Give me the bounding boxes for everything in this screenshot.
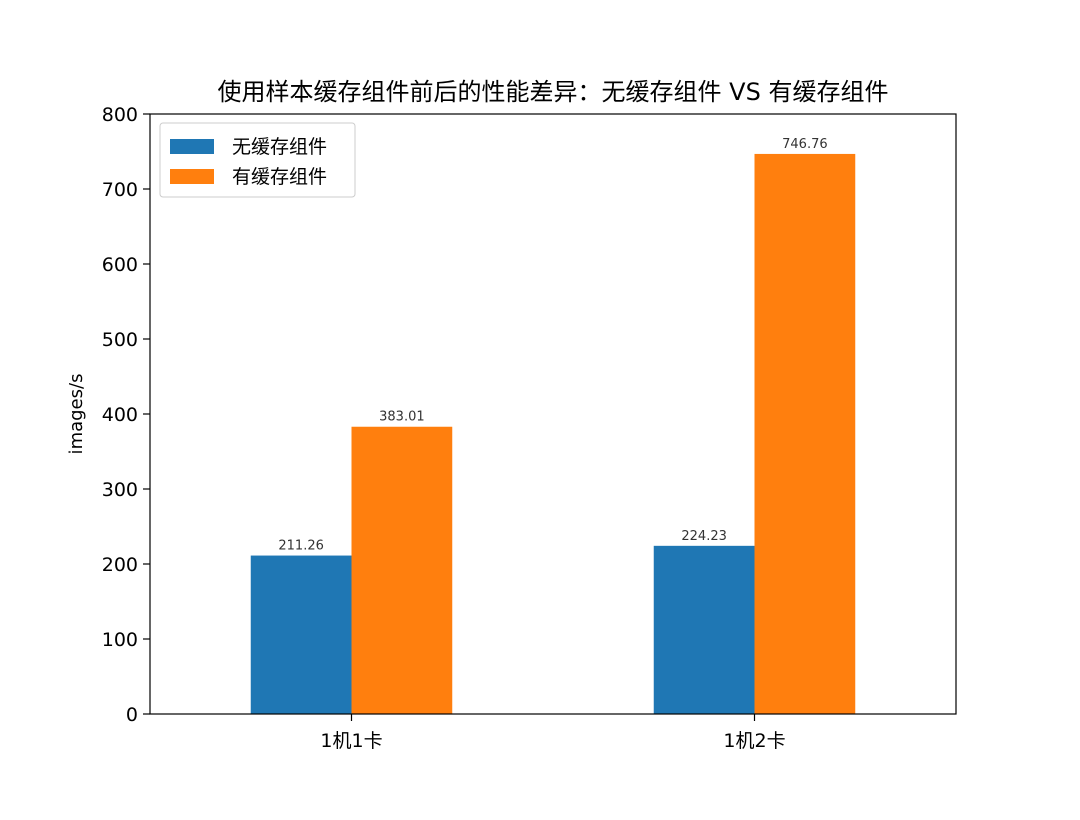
bars-group [250, 153, 856, 714]
bar-value-label: 383.01 [379, 410, 425, 425]
legend-entry-label: 无缓存组件 [232, 136, 327, 158]
y-axis: 0 100 200 300 400 500 600 700 800 [102, 104, 150, 726]
legend-entry-label: 有缓存组件 [232, 166, 327, 188]
plot-frame [149, 113, 957, 715]
value-labels-group: 211.26 224.23 383.01 746.76 [278, 137, 827, 554]
y-axis-label: images/s [66, 374, 87, 455]
y-tick-label: 600 [102, 254, 138, 276]
y-tick-label: 400 [102, 404, 138, 426]
y-tick-label: 800 [102, 104, 138, 126]
y-tick-label: 100 [102, 629, 138, 651]
bar-value-label: 746.76 [782, 137, 828, 152]
bar-with-cache-1 [351, 426, 453, 714]
x-tick-label: 1机1卡 [320, 730, 382, 752]
chart-title: 使用样本缓存组件前后的性能差异：无缓存组件 VS 有缓存组件 [218, 78, 889, 106]
y-tick-label: 300 [102, 479, 138, 501]
x-axis: 1机1卡 1机2卡 [320, 714, 786, 752]
bar-with-cache-2 [754, 153, 856, 714]
bar-no-cache-2 [653, 545, 755, 714]
y-tick-label: 0 [126, 704, 138, 726]
y-tick-label: 200 [102, 554, 138, 576]
bar-no-cache-1 [250, 555, 352, 714]
legend-swatch [170, 139, 214, 154]
y-tick-label: 700 [102, 179, 138, 201]
bar-value-label: 211.26 [278, 539, 324, 554]
bar-value-label: 224.23 [681, 529, 727, 544]
y-tick-label: 500 [102, 329, 138, 351]
x-tick-label: 1机2卡 [723, 730, 785, 752]
legend-swatch [170, 169, 214, 184]
